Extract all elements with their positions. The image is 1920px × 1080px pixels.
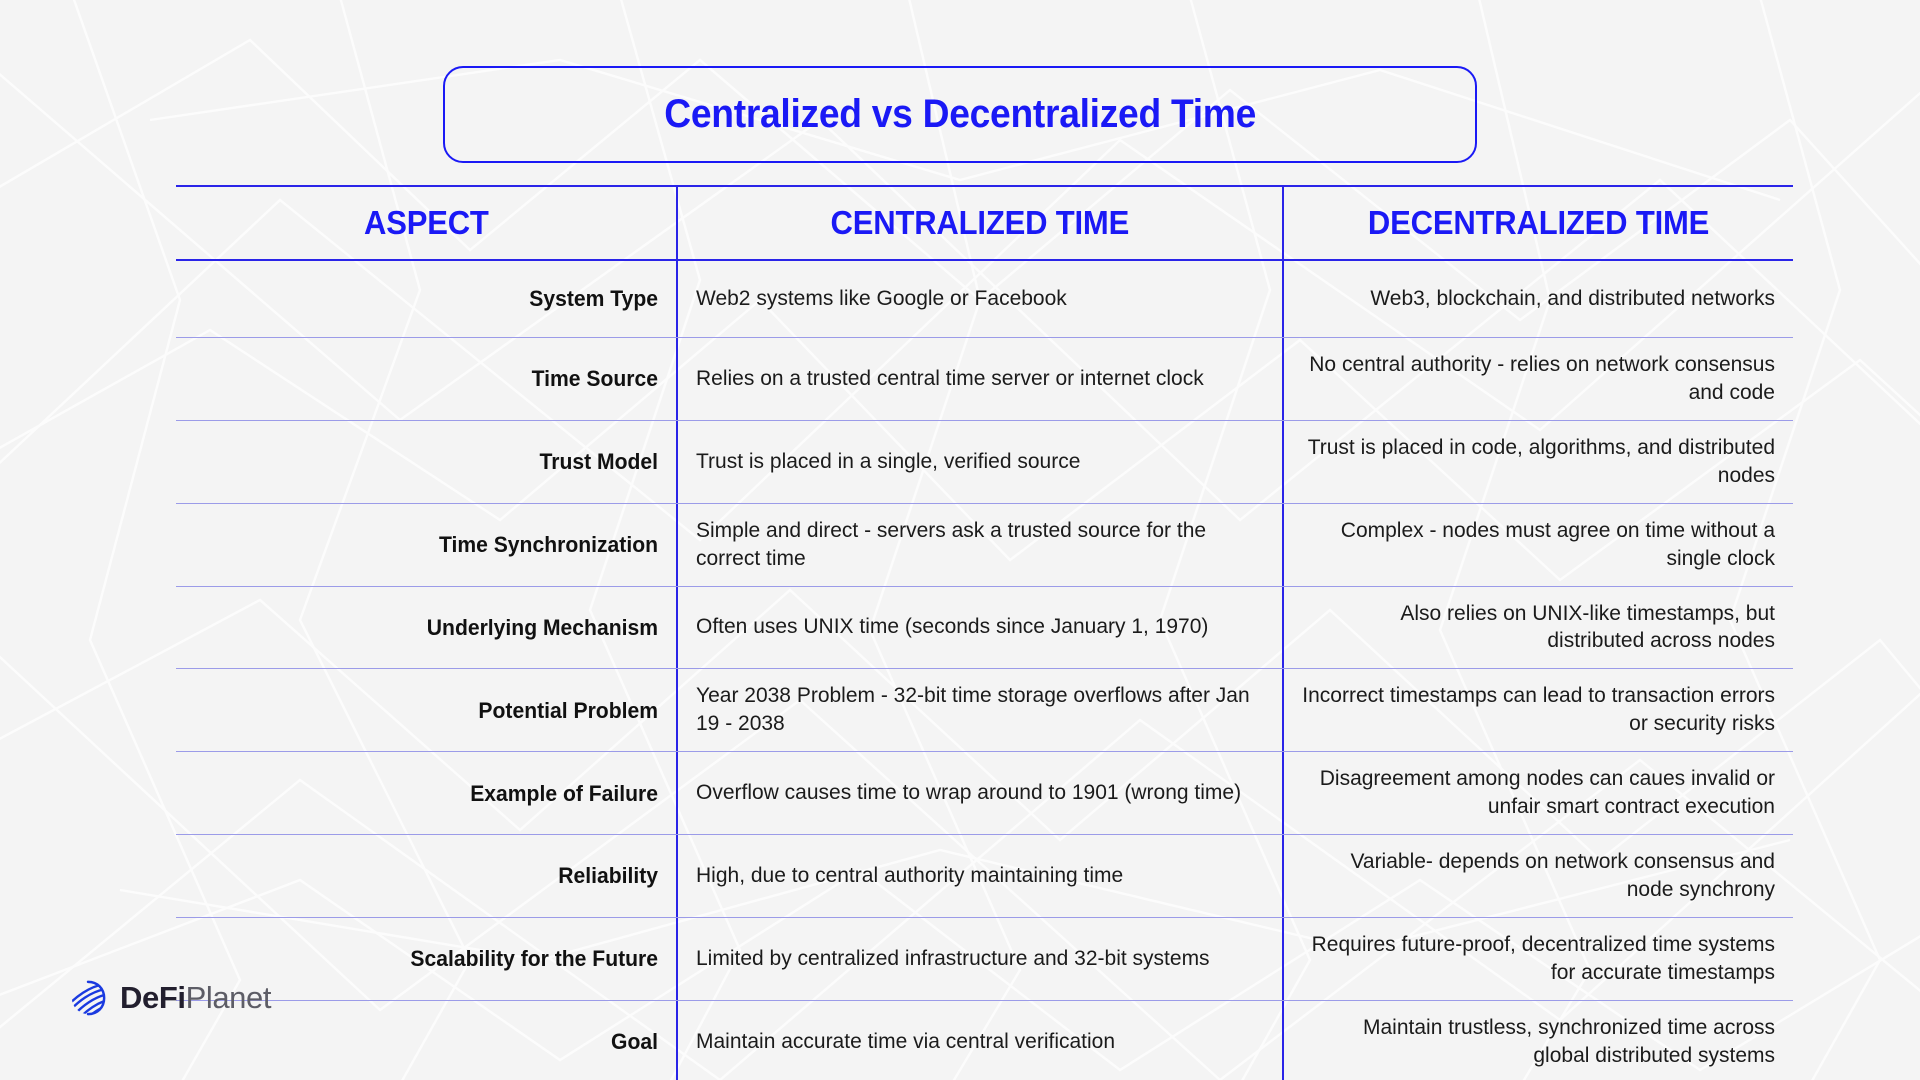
brand-logo: DeFiPlanet <box>69 978 271 1018</box>
aspect-cell: System Type <box>529 286 658 312</box>
column-header-aspect: ASPECT <box>363 204 489 241</box>
table-row: Scalability for the Future Limited by ce… <box>176 917 1793 1001</box>
decentralized-cell: Complex - nodes must agree on time witho… <box>1340 518 1775 570</box>
page-title: Centralized vs Decentralized Time <box>664 92 1256 136</box>
aspect-cell: Reliability <box>558 863 658 889</box>
centralized-cell: Limited by centralized infrastructure an… <box>676 917 1284 1000</box>
aspect-cell: Time Synchronization <box>438 532 658 558</box>
column-header-decentralized: DECENTRALIZED TIME <box>1367 204 1710 241</box>
table-header-row: ASPECT CENTRALIZED TIME DECENTRALIZED TI… <box>176 185 1793 261</box>
comparison-table: ASPECT CENTRALIZED TIME DECENTRALIZED TI… <box>176 185 1793 1080</box>
decentralized-cell: Incorrect timestamps can lead to transac… <box>1302 684 1775 736</box>
centralized-cell: Overflow causes time to wrap around to 1… <box>676 752 1284 835</box>
table-row: Time Source Relies on a trusted central … <box>176 338 1793 421</box>
brand-planet: Planet <box>185 980 272 1015</box>
aspect-cell: Underlying Mechanism <box>426 614 658 640</box>
table-row: Reliability High, due to central authori… <box>176 835 1793 918</box>
table-row: Time Synchronization Simple and direct -… <box>176 503 1793 587</box>
aspect-cell: Trust Model <box>539 449 658 475</box>
table-row: Trust Model Trust is placed in a single,… <box>176 420 1793 504</box>
brand-defi: DeFi <box>120 980 186 1015</box>
centralized-cell: Trust is placed in a single, verified so… <box>676 420 1284 503</box>
centralized-cell: Simple and direct - servers ask a truste… <box>676 503 1284 586</box>
brand-wordmark: DeFiPlanet <box>120 980 271 1016</box>
table-row: System Type Web2 systems like Google or … <box>176 261 1793 338</box>
title-pill: Centralized vs Decentralized Time <box>443 66 1477 163</box>
aspect-cell: Example of Failure <box>470 780 658 806</box>
centralized-cell: Web2 systems like Google or Facebook <box>676 261 1284 337</box>
aspect-cell: Potential Problem <box>478 697 658 723</box>
centralized-cell: Maintain accurate time via central verif… <box>676 1000 1284 1080</box>
aspect-cell: Time Source <box>531 366 658 392</box>
decentralized-cell: Variable- depends on network consensus a… <box>1350 850 1775 901</box>
globe-icon <box>71 980 106 1016</box>
centralized-cell: Often uses UNIX time (seconds since Janu… <box>676 586 1284 669</box>
decentralized-cell: Requires future-proof, decentralized tim… <box>1311 932 1775 984</box>
decentralized-cell: Maintain trustless, synchronized time ac… <box>1363 1015 1775 1067</box>
decentralized-cell: Web3, blockchain, and distributed networ… <box>1370 287 1775 311</box>
decentralized-cell: Trust is placed in code, algorithms, and… <box>1307 435 1775 487</box>
decentralized-cell: Disagreement among nodes can caues inval… <box>1319 767 1775 819</box>
table-row: Example of Failure Overflow causes time … <box>176 752 1793 836</box>
table-row: Potential Problem Year 2038 Problem - 32… <box>176 669 1793 753</box>
table-row: Goal Maintain accurate time via central … <box>176 1000 1793 1080</box>
centralized-cell: Year 2038 Problem - 32-bit time storage … <box>676 669 1284 752</box>
centralized-cell: Relies on a trusted central time server … <box>676 338 1284 420</box>
centralized-cell: High, due to central authority maintaini… <box>676 835 1284 917</box>
decentralized-cell: No central authority - relies on network… <box>1309 353 1775 404</box>
decentralized-cell: Also relies on UNIX-like timestamps, but… <box>1400 601 1775 653</box>
column-header-centralized: CENTRALIZED TIME <box>676 187 1284 259</box>
table-row: Underlying Mechanism Often uses UNIX tim… <box>176 586 1793 670</box>
